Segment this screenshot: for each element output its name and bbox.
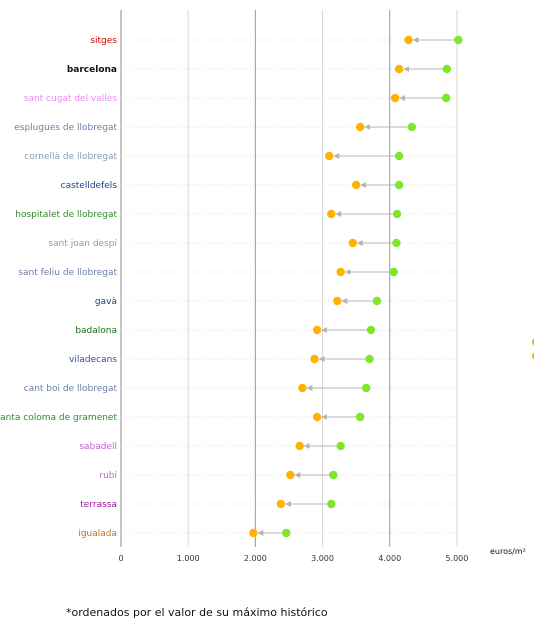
x-tick-label: 1.000 [177,554,200,563]
point-from [355,412,365,422]
point-to [333,296,342,306]
point-from [366,325,376,335]
point-to [298,383,307,393]
category-label: sabadell [79,442,117,452]
category-label: terrassa [80,500,117,510]
x-axis-unit-label: euros/m² [490,547,526,556]
point-from [454,35,463,45]
point-from [336,441,345,451]
category-label: gavà [95,297,117,307]
point-from [389,267,398,277]
point-from [441,93,451,103]
point-from [327,499,336,509]
point-to [325,151,334,161]
point-to [355,122,365,132]
category-label: cornellà de llobregat [24,152,117,162]
footnote: *ordenados por el valor de su máximo his… [66,606,328,619]
point-to [310,354,319,364]
point-from [329,470,338,480]
point-to [404,35,413,45]
point-to [351,180,361,190]
category-label: rubí [99,471,117,481]
point-from [365,354,374,364]
point-from [442,64,452,74]
category-label: castelldefels [61,181,118,191]
point-from [392,238,401,248]
category-label: hospitalet de llobregat [15,210,117,220]
point-from [392,209,402,219]
point-from [372,296,382,306]
category-label: igualada [78,529,117,539]
point-to [394,64,404,74]
point-to [286,470,295,480]
category-label: viladecans [69,355,117,365]
x-tick-label: 3.000 [311,554,334,563]
x-tick-label: 4.000 [378,554,401,563]
point-from [362,383,371,393]
connectors [257,37,455,536]
category-label: sant cugat del vallès [24,93,118,104]
point-to [276,499,286,509]
category-label: sant feliu de llobregat [18,268,117,278]
data-points [249,35,463,538]
category-label: sant joan despí [48,239,117,249]
row-guide-lines [121,39,457,534]
point-from [394,180,404,190]
category-label: cant boi de llobregat [24,384,118,394]
point-from [407,122,417,132]
category-label: badalona [75,326,117,336]
x-axis-ticks: 0 1.000 2.000 3.000 4.000 5.000 [118,554,468,563]
x-tick-label: 2.000 [244,554,267,563]
point-to [249,528,258,538]
point-to [312,412,322,422]
category-label: sitges [90,36,117,46]
point-to [327,209,336,219]
point-to [295,441,304,451]
point-to [312,325,322,335]
point-to [348,238,357,248]
category-label: esplugues de llobregat [14,123,117,133]
category-label: santa coloma de gramenet [0,413,117,423]
point-to [390,93,400,103]
point-to [336,267,345,277]
category-label: barcelona [67,65,117,75]
point-from [394,151,404,161]
grid-lines [120,10,458,547]
point-from [282,528,291,538]
x-tick-label: 5.000 [445,554,468,563]
x-tick-label: 0 [118,554,123,563]
category-labels: sitges barcelona sant cugat del vallès espl… [0,36,117,539]
